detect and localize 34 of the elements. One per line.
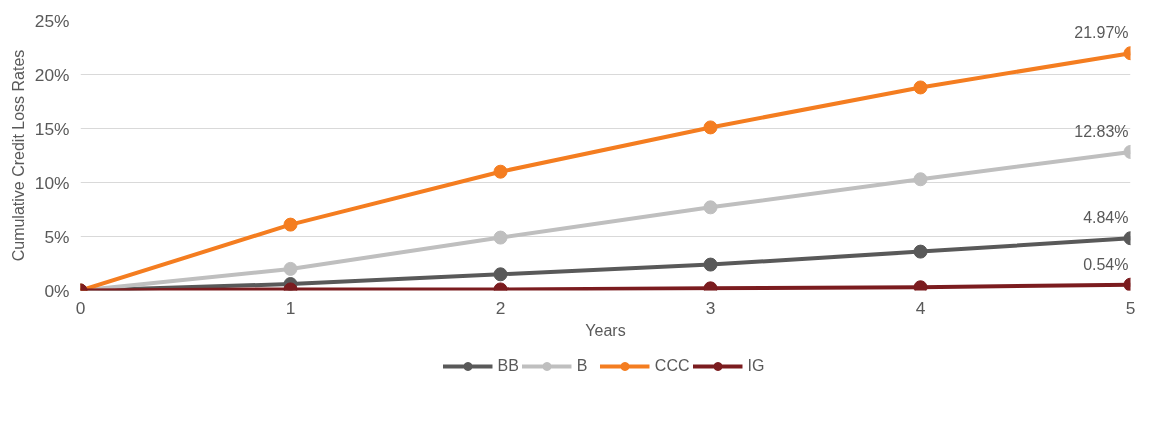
y-tick-label: 15% (34, 118, 70, 139)
point (913, 244, 928, 259)
y-axis-title: Cumulative Credit Loss Rates (9, 49, 27, 262)
y-tick-label: 0% (44, 280, 70, 301)
x-tick-label: 1 (285, 297, 296, 318)
x-tick-label: 4 (915, 297, 926, 318)
x-tick-label: 0 (75, 297, 86, 318)
point (493, 230, 508, 245)
y-tick-label: 10% (34, 172, 70, 193)
point (913, 80, 928, 95)
x-tick-label: 3 (705, 297, 716, 318)
x-tick-label: 2 (495, 297, 506, 318)
legend-label: B (576, 357, 589, 375)
y-tick-label: 20% (34, 64, 70, 85)
point (283, 217, 298, 232)
point (703, 120, 718, 135)
data-label: 0.54% (1083, 255, 1129, 273)
legend-label: IG (747, 357, 766, 375)
y-tick-label: 5% (44, 226, 70, 247)
legend-label: BB (497, 357, 519, 375)
point (493, 164, 508, 179)
point (493, 267, 508, 282)
x-tick-label: 5 (1125, 297, 1136, 318)
point (703, 200, 718, 215)
data-label: 21.97% (1074, 24, 1129, 42)
legend-label: CCC (654, 357, 690, 375)
y-tick-label: 25% (34, 10, 70, 31)
x-axis-title: Years (585, 321, 626, 339)
point (283, 261, 298, 276)
point (913, 172, 928, 187)
point (703, 257, 718, 272)
point (913, 280, 928, 291)
data-label: 12.83% (1074, 122, 1129, 140)
data-label: 4.84% (1083, 209, 1129, 227)
